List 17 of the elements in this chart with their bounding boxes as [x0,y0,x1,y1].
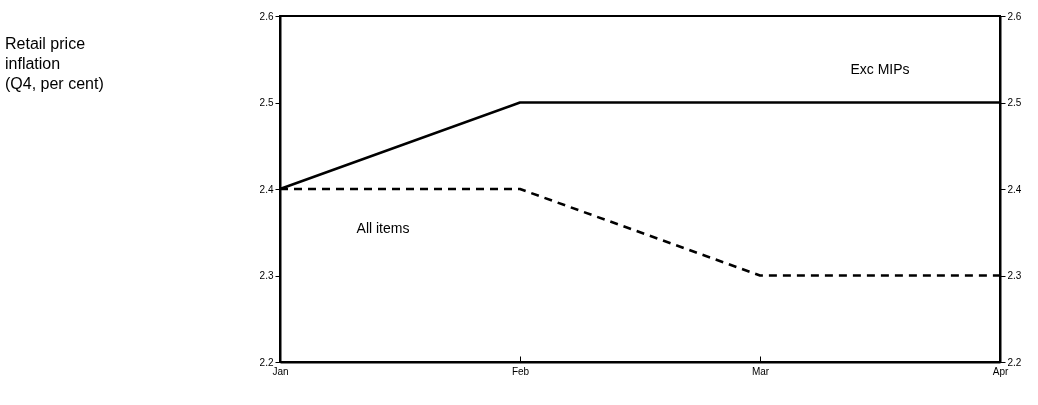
y-tick-label: 2.5 [259,97,274,108]
y-tick-label: 2.6 [259,10,274,22]
x-tick-label: Apr [992,365,1009,377]
text: Retail price inflation (Q4, per cent) [5,35,104,92]
y2-tick-label: 2.4 [1007,183,1022,195]
y2-tick-label: 2.6 [1007,10,1022,22]
x-tick-label: Jan [272,365,289,377]
x-tick-label: Mar [751,365,770,377]
series-label: Exc MIPs [850,61,910,77]
y-tick-label: 2.2 [259,356,274,368]
y2-tick-label: 2.3 [1007,270,1022,281]
text: All items [356,220,410,236]
y2-tick-label: 2.2 [1007,356,1022,368]
y-tick-label: 2.4 [259,183,274,195]
x-tick-label: Feb [511,365,530,377]
y2-tick-label: 2.5 [1007,97,1022,108]
y-tick-label: 2.3 [259,270,274,281]
